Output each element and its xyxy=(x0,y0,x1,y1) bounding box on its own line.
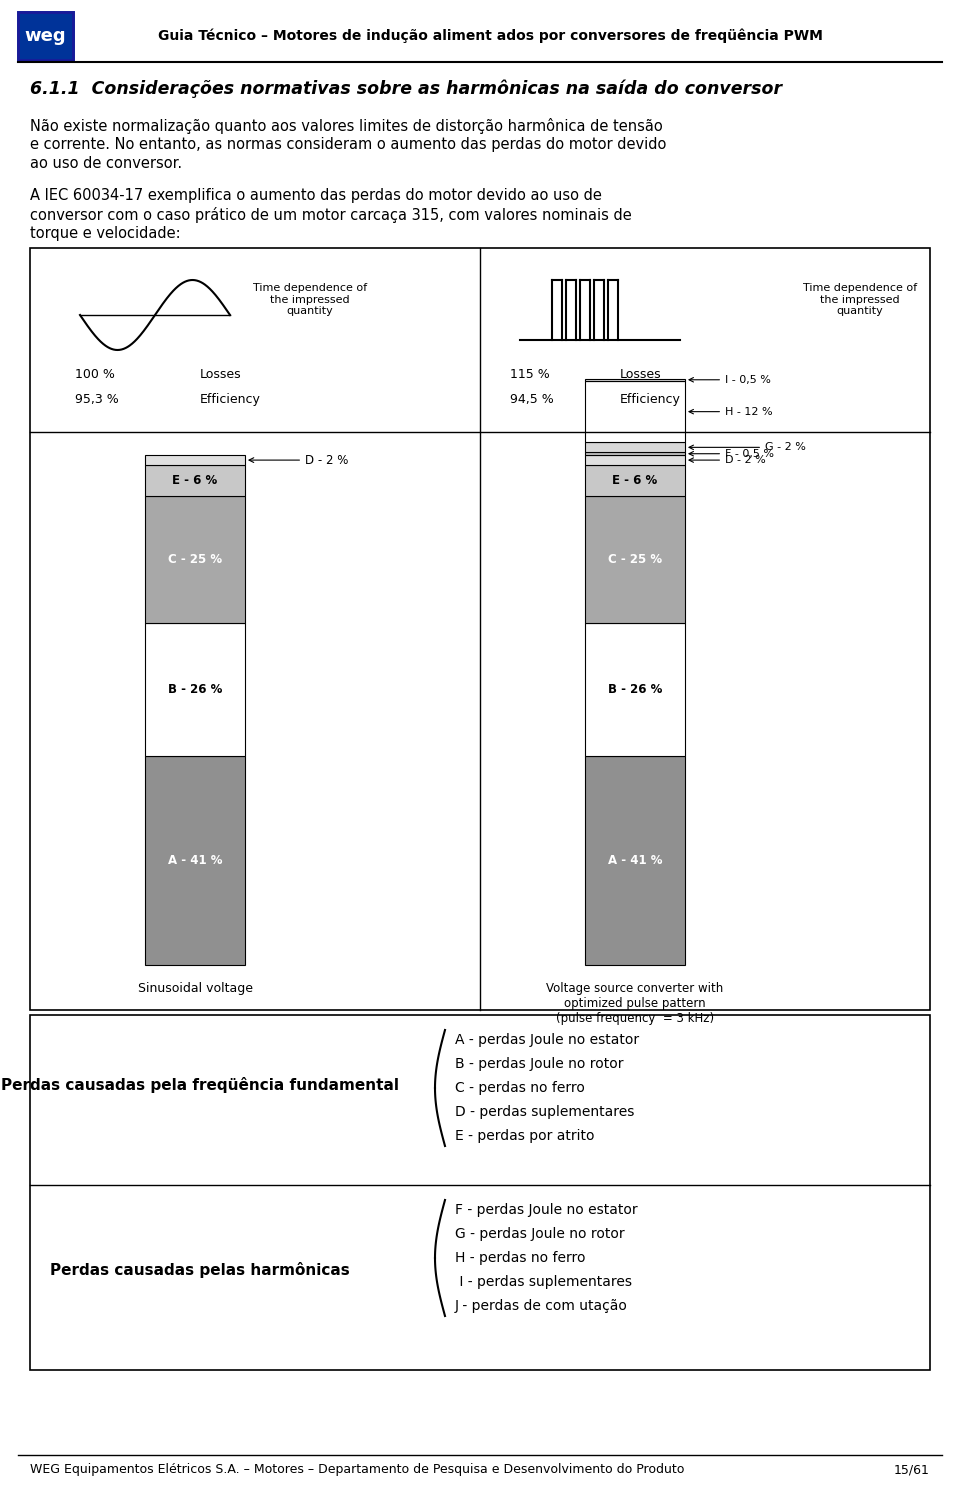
Text: 100 %: 100 % xyxy=(75,368,115,382)
Bar xyxy=(145,455,245,465)
Text: E - 6 %: E - 6 % xyxy=(612,474,658,488)
Bar xyxy=(145,623,245,756)
Text: C - 25 %: C - 25 % xyxy=(168,553,222,567)
Text: 95,3 %: 95,3 % xyxy=(75,394,119,407)
Text: A - 41 %: A - 41 % xyxy=(608,854,662,866)
Bar xyxy=(145,497,245,623)
Bar xyxy=(145,756,245,965)
Text: D - perdas suplementares: D - perdas suplementares xyxy=(455,1105,635,1120)
Bar xyxy=(585,452,685,455)
Text: H - 12 %: H - 12 % xyxy=(689,407,773,416)
Text: Efficiency: Efficiency xyxy=(620,394,681,407)
Text: weg: weg xyxy=(25,27,66,45)
Text: G - perdas Joule no rotor: G - perdas Joule no rotor xyxy=(455,1227,625,1241)
Text: WEG Equipamentos Elétricos S.A. – Motores – Departamento de Pesquisa e Desenvolv: WEG Equipamentos Elétricos S.A. – Motore… xyxy=(30,1464,684,1476)
Text: B - perdas Joule no rotor: B - perdas Joule no rotor xyxy=(455,1057,623,1071)
Text: conversor com o caso prático de um motor carcaça 315, com valores nominais de: conversor com o caso prático de um motor… xyxy=(30,207,632,224)
Text: Sinusoidal voltage: Sinusoidal voltage xyxy=(137,983,252,994)
Text: Guia Técnico – Motores de indução aliment ados por conversores de freqüência PWM: Guia Técnico – Motores de indução alimen… xyxy=(157,28,823,43)
Text: C - 25 %: C - 25 % xyxy=(608,553,662,567)
Text: F - perdas Joule no estator: F - perdas Joule no estator xyxy=(455,1203,637,1217)
Text: A - perdas Joule no estator: A - perdas Joule no estator xyxy=(455,1033,639,1047)
Bar xyxy=(585,465,685,497)
Text: B - 26 %: B - 26 % xyxy=(168,683,222,696)
Bar xyxy=(30,1015,930,1370)
Bar xyxy=(20,13,71,58)
Text: Perdas causadas pela freqüência fundamental: Perdas causadas pela freqüência fundamen… xyxy=(1,1077,399,1093)
Bar xyxy=(30,248,930,1009)
Text: 15/61: 15/61 xyxy=(894,1464,930,1476)
Bar xyxy=(585,756,685,965)
Text: F - 0,5 %: F - 0,5 % xyxy=(689,449,774,459)
Text: 6.1.1  Considerações normativas sobre as harmônicas na saída do conversor: 6.1.1 Considerações normativas sobre as … xyxy=(30,81,782,98)
Text: D - 2 %: D - 2 % xyxy=(249,453,348,467)
Bar xyxy=(145,465,245,497)
Text: Efficiency: Efficiency xyxy=(200,394,261,407)
Text: B - 26 %: B - 26 % xyxy=(608,683,662,696)
Text: Losses: Losses xyxy=(620,368,661,382)
Text: Perdas causadas pelas harmônicas: Perdas causadas pelas harmônicas xyxy=(50,1261,349,1278)
Text: H - perdas no ferro: H - perdas no ferro xyxy=(455,1251,586,1264)
Text: Time dependence of
the impressed
quantity: Time dependence of the impressed quantit… xyxy=(803,283,917,316)
Text: C - perdas no ferro: C - perdas no ferro xyxy=(455,1081,585,1094)
Text: A IEC 60034-17 exemplifica o aumento das perdas do motor devido ao uso de: A IEC 60034-17 exemplifica o aumento das… xyxy=(30,188,602,203)
Text: Time dependence of
the impressed
quantity: Time dependence of the impressed quantit… xyxy=(252,283,367,316)
Text: I - 0,5 %: I - 0,5 % xyxy=(689,374,771,385)
Text: A - 41 %: A - 41 % xyxy=(168,854,223,866)
Bar xyxy=(585,382,685,443)
Text: D - 2 %: D - 2 % xyxy=(689,455,766,465)
Bar xyxy=(585,379,685,382)
Text: G - 2 %: G - 2 % xyxy=(689,443,805,452)
Bar xyxy=(585,443,685,452)
Text: ao uso de conversor.: ao uso de conversor. xyxy=(30,157,182,171)
Text: Voltage source converter with
optimized pulse pattern
(pulse frequency  = 3 kHz): Voltage source converter with optimized … xyxy=(546,983,724,1024)
Text: 115 %: 115 % xyxy=(510,368,550,382)
Text: 94,5 %: 94,5 % xyxy=(510,394,554,407)
Bar xyxy=(18,12,73,60)
Text: Não existe normalização quanto aos valores limites de distorção harmônica de ten: Não existe normalização quanto aos valor… xyxy=(30,118,662,134)
Text: J - perdas de com utação: J - perdas de com utação xyxy=(455,1299,628,1314)
Text: Losses: Losses xyxy=(200,368,242,382)
Text: torque e velocidade:: torque e velocidade: xyxy=(30,227,180,242)
Bar xyxy=(18,12,73,60)
Bar xyxy=(585,455,685,465)
Text: E - 6 %: E - 6 % xyxy=(173,474,218,488)
Bar xyxy=(585,497,685,623)
Text: E - perdas por atrito: E - perdas por atrito xyxy=(455,1129,594,1144)
Text: I - perdas suplementares: I - perdas suplementares xyxy=(455,1275,632,1290)
Bar xyxy=(585,623,685,756)
Text: e corrente. No entanto, as normas consideram o aumento das perdas do motor devid: e corrente. No entanto, as normas consid… xyxy=(30,137,666,152)
